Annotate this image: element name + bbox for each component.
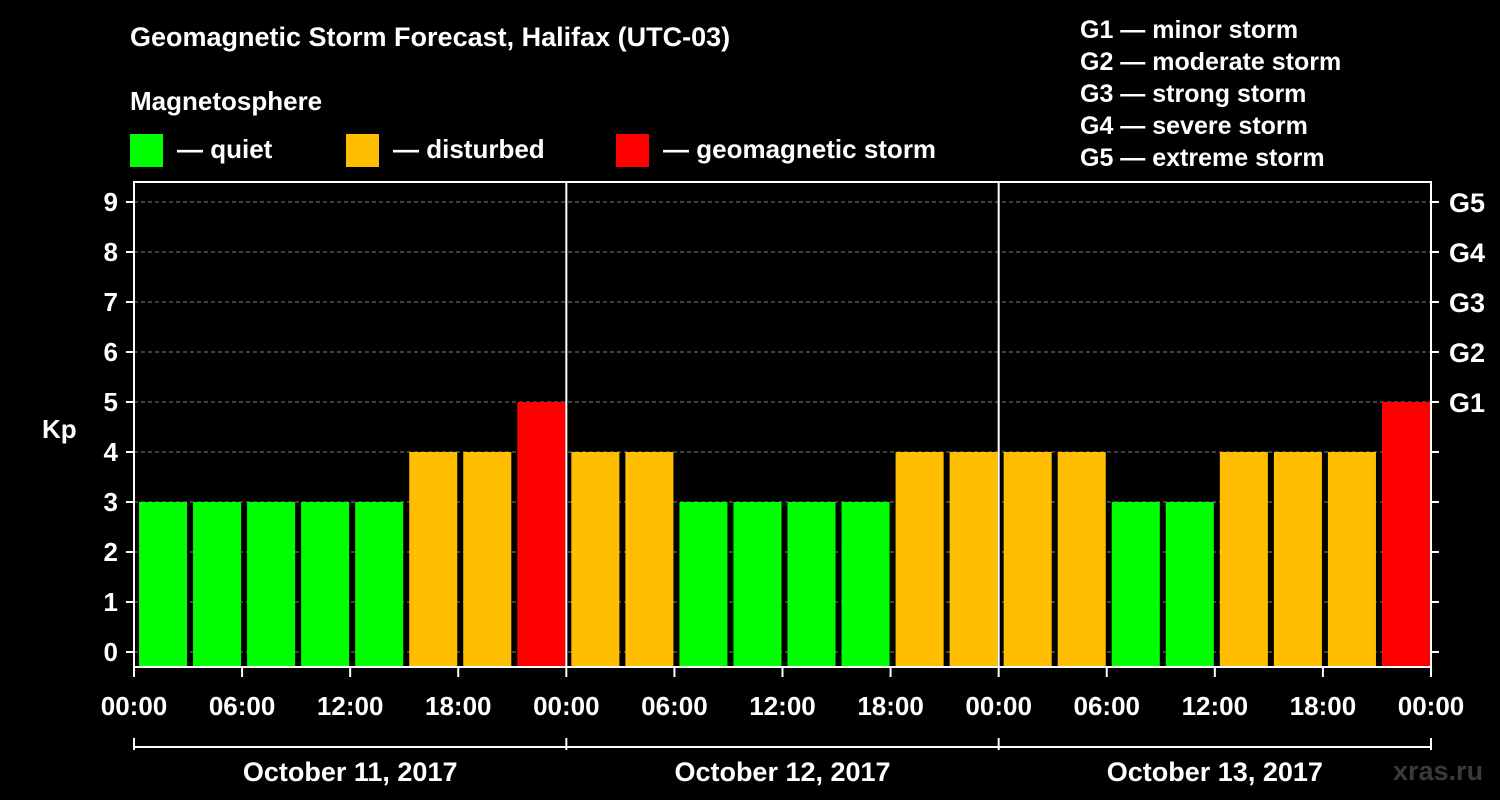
y-tick-label: 7 — [104, 287, 118, 317]
kp-bar — [1165, 502, 1214, 667]
kp-bar — [1003, 452, 1052, 667]
storm-scale-g2: G2 — moderate storm — [1080, 48, 1342, 76]
storm-scale-g4: G4 — severe storm — [1080, 112, 1308, 140]
legend-quiet-swatch — [130, 134, 163, 167]
x-tick-label: 12:00 — [1182, 691, 1249, 721]
y-tick-label: 1 — [104, 587, 118, 617]
legend-disturbed-label: — disturbed — [393, 134, 545, 164]
g-scale-tick-label: G3 — [1449, 288, 1485, 318]
magnetosphere-title: Magnetosphere — [130, 86, 323, 116]
kp-bar — [787, 502, 836, 667]
x-tick-label: 00:00 — [101, 691, 168, 721]
g-scale-tick-label: G5 — [1449, 188, 1485, 218]
kp-bar — [625, 452, 674, 667]
y-tick-label: 9 — [104, 187, 118, 217]
chart-title: Geomagnetic Storm Forecast, Halifax (UTC… — [130, 22, 731, 52]
storm-scale-g1: G1 — minor storm — [1080, 16, 1299, 44]
y-tick-label: 8 — [104, 237, 118, 267]
legend-disturbed-swatch — [346, 134, 379, 167]
y-tick-label: 4 — [104, 437, 119, 467]
x-tick-label: 00:00 — [1398, 691, 1465, 721]
watermark: xras.ru — [1393, 756, 1484, 786]
kp-bar — [355, 502, 404, 667]
y-tick-label: 3 — [104, 487, 118, 517]
kp-bar — [247, 502, 296, 667]
kp-bar — [301, 502, 350, 667]
kp-bar — [679, 502, 728, 667]
g-scale-tick-label: G4 — [1449, 238, 1485, 268]
kp-bar — [949, 452, 998, 667]
y-tick-label: 2 — [104, 537, 118, 567]
x-tick-label: 00:00 — [965, 691, 1032, 721]
kp-bar — [1219, 452, 1268, 667]
date-label: October 12, 2017 — [674, 757, 890, 787]
x-tick-label: 18:00 — [1290, 691, 1357, 721]
storm-scale-g3: G3 — strong storm — [1080, 80, 1307, 108]
x-tick-label: 18:00 — [857, 691, 924, 721]
kp-bar — [733, 502, 782, 667]
x-tick-label: 06:00 — [641, 691, 708, 721]
kp-bar — [571, 452, 620, 667]
kp-bar — [409, 452, 458, 667]
kp-bar — [463, 452, 512, 667]
y-tick-label: 5 — [104, 387, 118, 417]
x-tick-label: 06:00 — [1074, 691, 1141, 721]
legend-quiet-label: — quiet — [177, 134, 273, 164]
storm-scale-list: G1 — minor storm G2 — moderate storm G3 … — [1080, 14, 1341, 174]
kp-bar — [1057, 452, 1106, 667]
x-tick-label: 06:00 — [209, 691, 276, 721]
y-tick-label: 0 — [104, 637, 118, 667]
x-tick-label: 12:00 — [749, 691, 816, 721]
kp-bar — [139, 502, 188, 667]
kp-bar — [1327, 452, 1376, 667]
x-tick-label: 18:00 — [425, 691, 492, 721]
kp-bar — [517, 402, 566, 667]
kp-bar — [1381, 402, 1430, 667]
kp-bar — [1273, 452, 1322, 667]
g-scale-tick-label: G2 — [1449, 338, 1485, 368]
y-tick-label: 6 — [104, 337, 118, 367]
y-axis-label: Kp — [42, 414, 77, 444]
kp-bar — [841, 502, 890, 667]
kp-bar — [895, 452, 944, 667]
legend-storm-label: — geomagnetic storm — [663, 134, 937, 164]
kp-bar — [193, 502, 242, 667]
storm-scale-g5: G5 — extreme storm — [1080, 144, 1325, 172]
kp-bar — [1111, 502, 1160, 667]
date-label: October 13, 2017 — [1107, 757, 1323, 787]
x-tick-label: 00:00 — [533, 691, 600, 721]
legend-storm-swatch — [616, 134, 649, 167]
date-label: October 11, 2017 — [243, 757, 458, 787]
g-scale-tick-label: G1 — [1449, 388, 1485, 418]
x-tick-label: 12:00 — [317, 691, 384, 721]
